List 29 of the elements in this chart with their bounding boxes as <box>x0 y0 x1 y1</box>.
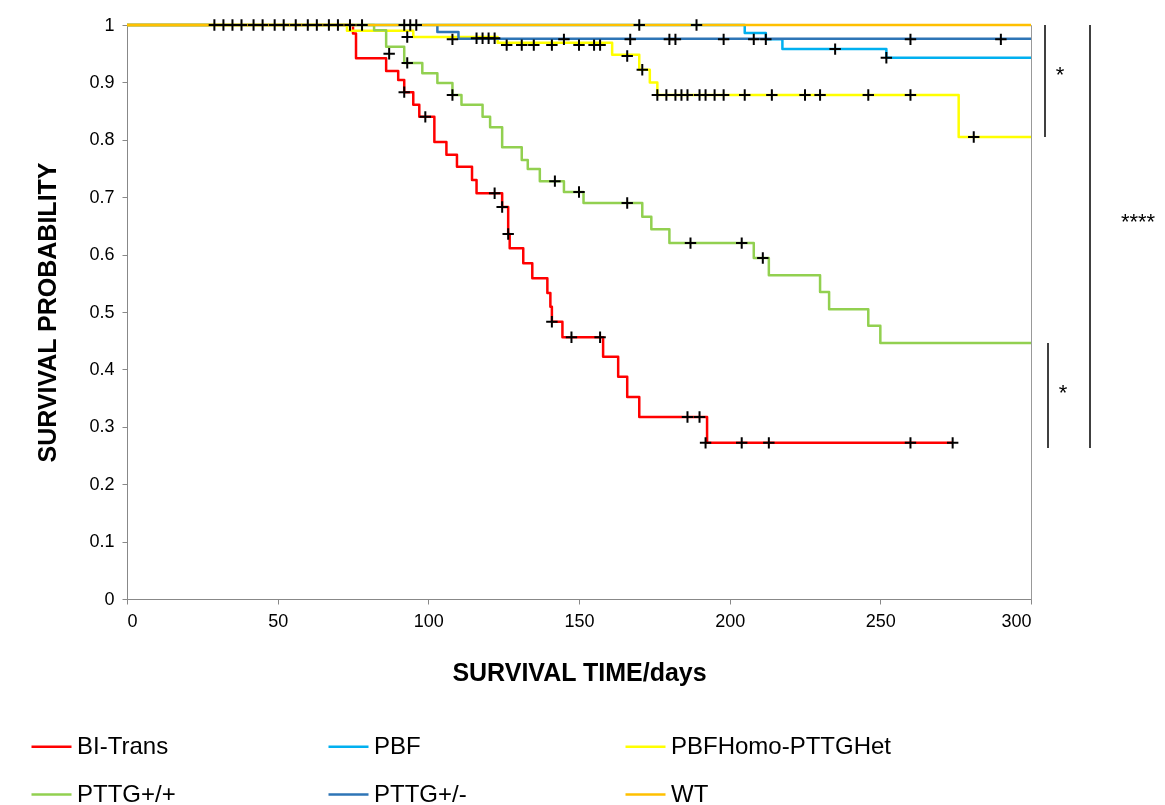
text: * <box>1055 62 1065 88</box>
x-tick-label: 150 <box>564 610 595 631</box>
y-tick-label: 0.9 <box>89 71 115 92</box>
legend-label: PBF <box>374 731 421 759</box>
legend-label: PTTG+/+ <box>77 779 176 805</box>
y-tick-label: 0.5 <box>89 301 115 322</box>
y-tick-label: 0.3 <box>89 416 115 437</box>
text: **** <box>1120 209 1156 235</box>
x-tick-label: 300 <box>1001 610 1032 631</box>
x-tick-label: 250 <box>865 610 896 631</box>
x-axis-title: SURVIVAL TIME/days <box>452 657 707 686</box>
y-tick-label: 0.4 <box>89 358 115 379</box>
legend-label: PTTG+/- <box>374 779 467 805</box>
y-tick-label: 0.7 <box>89 186 115 207</box>
x-tick-label: 50 <box>268 610 289 631</box>
y-tick-label: 0.8 <box>89 129 115 150</box>
text: * <box>1058 380 1068 406</box>
x-tick-label: 0 <box>127 610 138 631</box>
y-tick-label: 1 <box>104 14 115 35</box>
y-tick-label: 0 <box>104 588 115 609</box>
x-tick-label: 200 <box>715 610 746 631</box>
y-tick-label: 0.1 <box>89 531 115 552</box>
legend-label: WT <box>671 779 709 805</box>
legend-label: BI-Trans <box>77 731 169 759</box>
y-tick-label: 0.2 <box>89 473 115 494</box>
y-axis-title: SURVIVAL PROBABILITY <box>33 162 62 463</box>
y-tick-label: 0.6 <box>89 244 115 265</box>
x-tick-label: 100 <box>413 610 444 631</box>
legend-label: PBFHomo-PTTGHet <box>671 731 892 759</box>
